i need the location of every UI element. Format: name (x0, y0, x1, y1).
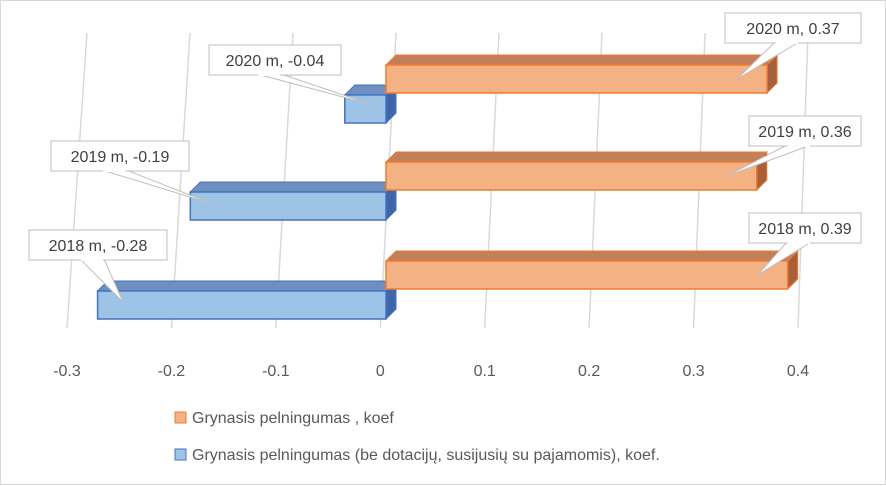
legend-label: Grynasis pelningumas (be dotacijų, susij… (192, 447, 660, 464)
callout-box (28, 229, 168, 261)
callout-box (724, 12, 862, 44)
x-tick-label: 0 (376, 363, 385, 380)
data-label-text: 2020 m, -0.04 (226, 53, 325, 70)
callout-join (788, 241, 810, 244)
data-labels: 2018 m, 0.39 2019 m, 0.36 2020 m, 0.37 2018… (28, 12, 862, 303)
x-tick-label: 0.4 (787, 363, 809, 380)
legend-swatch (174, 411, 187, 424)
data-label-negative: 2019 m, -0.19 (50, 140, 214, 205)
bars (96, 53, 799, 321)
gridline (66, 32, 88, 329)
bar-front-face (385, 260, 789, 290)
bar-top-face (96, 280, 398, 292)
bar-front-face (96, 290, 387, 320)
gridline (797, 32, 809, 329)
x-tick-label: 0.2 (578, 363, 600, 380)
data-label-positive: 2020 m, 0.37 (724, 12, 862, 80)
callout-box (50, 140, 190, 172)
x-tick-label: 0.1 (474, 363, 496, 380)
bar-top-face (189, 181, 398, 193)
callout-join (258, 73, 280, 76)
bar (96, 279, 398, 321)
x-tick-label: 0.3 (682, 363, 704, 380)
legend-item: Grynasis pelningumas , koef (174, 410, 394, 427)
bar (384, 53, 779, 95)
x-tick-label: -0.3 (53, 363, 81, 380)
legend: Grynasis pelningumas , koef Grynasis peln… (174, 410, 660, 464)
bar-top-face (384, 54, 779, 66)
data-label-text: 2018 m, 0.39 (758, 221, 852, 238)
bar-top-face (384, 151, 769, 163)
data-label-positive: 2018 m, 0.39 (748, 212, 862, 276)
callout-box (208, 44, 342, 76)
callout-join (776, 41, 798, 44)
legend-swatch (174, 448, 187, 461)
bar (384, 150, 769, 192)
callout-box (748, 212, 862, 244)
callout-join (81, 258, 103, 261)
legend-item: Grynasis pelningumas (be dotacijų, susij… (174, 447, 660, 464)
bar-top-face (384, 250, 799, 262)
data-label-text: 2019 m, -0.19 (71, 149, 170, 166)
bar-front-face (385, 161, 758, 191)
gridline (170, 32, 191, 329)
data-label-text: 2020 m, 0.37 (746, 21, 840, 38)
data-label-text: 2018 m, -0.28 (49, 238, 148, 255)
data-label-negative: 2020 m, -0.04 (208, 44, 374, 106)
data-label-text: 2019 m, 0.36 (758, 124, 852, 141)
bar (189, 180, 398, 222)
bar-front-face (385, 64, 768, 94)
bar (384, 249, 799, 291)
data-label-positive: 2019 m, 0.36 (726, 115, 862, 177)
legend-label: Grynasis pelningumas , koef (192, 410, 394, 427)
data-label-negative: 2018 m, -0.28 (28, 229, 168, 303)
x-tick-label: -0.1 (262, 363, 290, 380)
callout-join (103, 169, 125, 172)
x-axis-tick-labels: -0.3 -0.2 -0.1 0 0.1 0.2 0.3 0.4 (53, 363, 809, 380)
x-tick-label: -0.2 (158, 363, 186, 380)
callout-join (788, 144, 810, 147)
bar-front-face (189, 191, 387, 221)
